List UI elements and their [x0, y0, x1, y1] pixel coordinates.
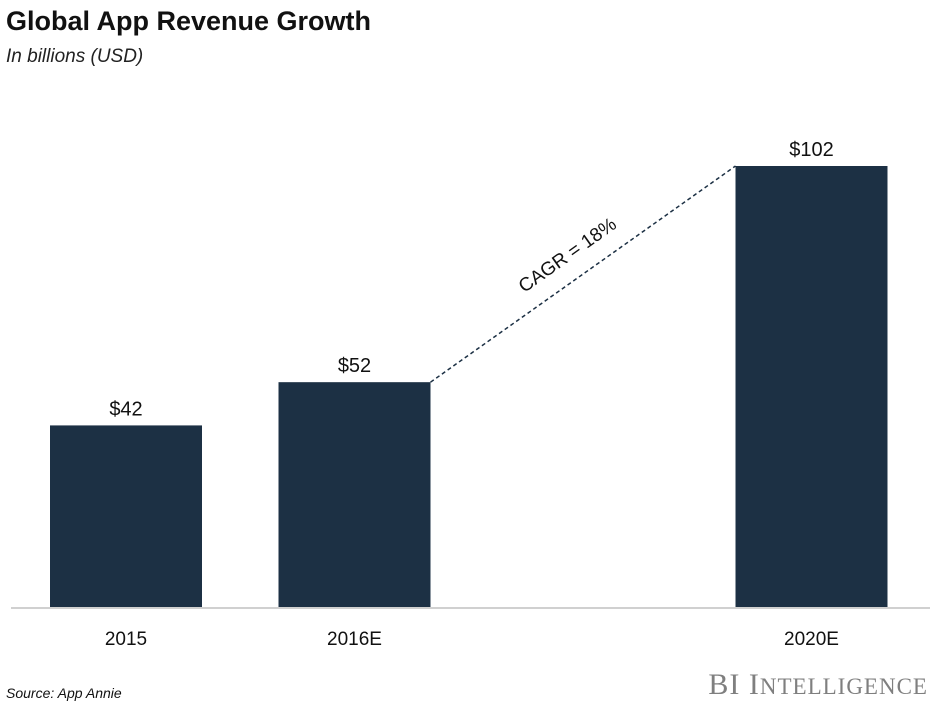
- bar-2015: [50, 425, 202, 607]
- data-label: $102: [789, 139, 834, 161]
- cagr-dashed-line: [430, 165, 736, 383]
- data-label: $52: [338, 355, 371, 377]
- chart-subtitle: In billions (USD): [6, 46, 144, 67]
- data-label: $42: [109, 398, 142, 420]
- bar-2016E: [278, 382, 431, 607]
- source-note: Source: App Annie: [6, 685, 122, 701]
- bi-intelligence-logo: BI INTELLIGENCE: [708, 668, 928, 701]
- x-tick-label: 2016E: [327, 629, 382, 650]
- chart-title: Global App Revenue Growth: [6, 6, 372, 36]
- bar-2020E: [735, 166, 888, 607]
- x-tick-label: 2020E: [784, 629, 839, 650]
- x-tick-label: 2015: [105, 629, 147, 650]
